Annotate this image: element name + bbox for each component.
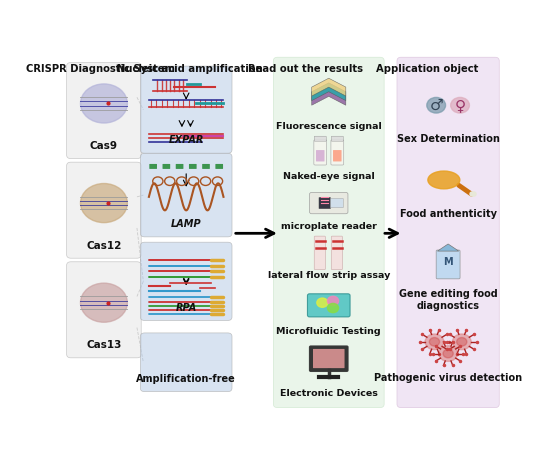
Text: microplate reader: microplate reader — [281, 222, 377, 231]
Circle shape — [450, 97, 470, 113]
Circle shape — [80, 84, 128, 123]
Text: RPA: RPA — [175, 303, 197, 313]
Polygon shape — [312, 83, 346, 101]
FancyBboxPatch shape — [67, 162, 141, 258]
Circle shape — [425, 334, 444, 350]
Polygon shape — [312, 78, 346, 96]
FancyBboxPatch shape — [310, 346, 348, 371]
FancyBboxPatch shape — [397, 57, 499, 407]
FancyBboxPatch shape — [67, 262, 141, 358]
Circle shape — [80, 183, 128, 223]
FancyBboxPatch shape — [314, 236, 326, 270]
FancyBboxPatch shape — [273, 57, 384, 407]
FancyBboxPatch shape — [314, 136, 326, 141]
Text: Amplification-free: Amplification-free — [136, 374, 236, 384]
Text: ♂: ♂ — [430, 98, 443, 113]
Text: EXPAR: EXPAR — [168, 135, 204, 146]
FancyBboxPatch shape — [140, 242, 232, 321]
Circle shape — [327, 296, 339, 305]
FancyBboxPatch shape — [331, 236, 343, 270]
Circle shape — [327, 304, 339, 313]
FancyBboxPatch shape — [314, 140, 327, 165]
FancyBboxPatch shape — [307, 294, 350, 317]
Text: M: M — [443, 257, 453, 267]
FancyBboxPatch shape — [163, 164, 170, 169]
Circle shape — [456, 338, 467, 346]
FancyBboxPatch shape — [176, 164, 183, 169]
FancyBboxPatch shape — [140, 333, 232, 392]
Polygon shape — [437, 244, 459, 251]
FancyBboxPatch shape — [331, 136, 343, 141]
Text: Cas13: Cas13 — [86, 340, 122, 350]
Circle shape — [439, 346, 458, 361]
Circle shape — [430, 338, 439, 346]
FancyBboxPatch shape — [331, 199, 343, 208]
Text: Microfluidic Testing: Microfluidic Testing — [277, 327, 381, 335]
Circle shape — [452, 334, 471, 350]
FancyBboxPatch shape — [140, 153, 232, 237]
Text: Gene editing food
diagnostics: Gene editing food diagnostics — [399, 289, 498, 311]
Text: Cas9: Cas9 — [90, 141, 118, 151]
Text: LAMP: LAMP — [171, 219, 201, 229]
FancyBboxPatch shape — [333, 150, 342, 161]
Circle shape — [443, 349, 453, 358]
Circle shape — [317, 298, 328, 307]
FancyBboxPatch shape — [216, 164, 223, 169]
Circle shape — [427, 97, 446, 113]
FancyBboxPatch shape — [313, 349, 344, 368]
FancyBboxPatch shape — [310, 192, 348, 214]
FancyBboxPatch shape — [331, 140, 344, 165]
FancyBboxPatch shape — [67, 62, 141, 158]
Text: Application object: Application object — [376, 64, 478, 74]
Text: Pathogenic virus detection: Pathogenic virus detection — [374, 373, 522, 383]
Text: Cas12: Cas12 — [86, 241, 122, 251]
Circle shape — [80, 283, 128, 322]
Polygon shape — [312, 87, 346, 105]
Text: Read out the results: Read out the results — [248, 64, 363, 74]
Text: lateral flow strip assay: lateral flow strip assay — [267, 271, 390, 280]
FancyBboxPatch shape — [149, 164, 157, 169]
Text: Nucleic acid amplification: Nucleic acid amplification — [117, 64, 263, 74]
Text: Naked-eye signal: Naked-eye signal — [283, 172, 375, 181]
Text: Food anthenticity: Food anthenticity — [400, 209, 497, 219]
Text: Fluorescence signal: Fluorescence signal — [276, 122, 382, 131]
FancyBboxPatch shape — [202, 164, 210, 169]
Text: ♀: ♀ — [454, 98, 466, 113]
FancyBboxPatch shape — [436, 250, 460, 279]
Text: Electronic Devices: Electronic Devices — [280, 389, 378, 398]
FancyBboxPatch shape — [140, 66, 232, 153]
FancyBboxPatch shape — [189, 164, 197, 169]
Text: Sex Determination: Sex Determination — [397, 134, 499, 145]
Ellipse shape — [428, 171, 460, 189]
FancyBboxPatch shape — [319, 197, 331, 209]
FancyBboxPatch shape — [316, 150, 324, 161]
Text: CRISPR Diagnostic System: CRISPR Diagnostic System — [26, 64, 175, 74]
